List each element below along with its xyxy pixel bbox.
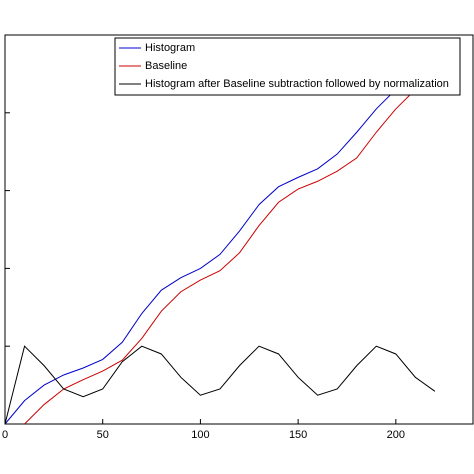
legend-label: Baseline [145,60,187,72]
legend-label: Histogram [145,42,195,54]
legend-box [114,37,461,96]
x-tick-label: 100 [191,429,209,441]
plot-area [4,34,474,425]
x-tick-label: 50 [97,429,109,441]
x-tick-label: 150 [289,429,307,441]
legend-label: Histogram after Baseline subtraction fol… [145,78,449,90]
x-tick-label: 200 [387,429,405,441]
x-tick-label: 0 [2,429,8,441]
line-series [24,73,436,425]
line-series [4,57,436,425]
line-series [4,345,436,425]
